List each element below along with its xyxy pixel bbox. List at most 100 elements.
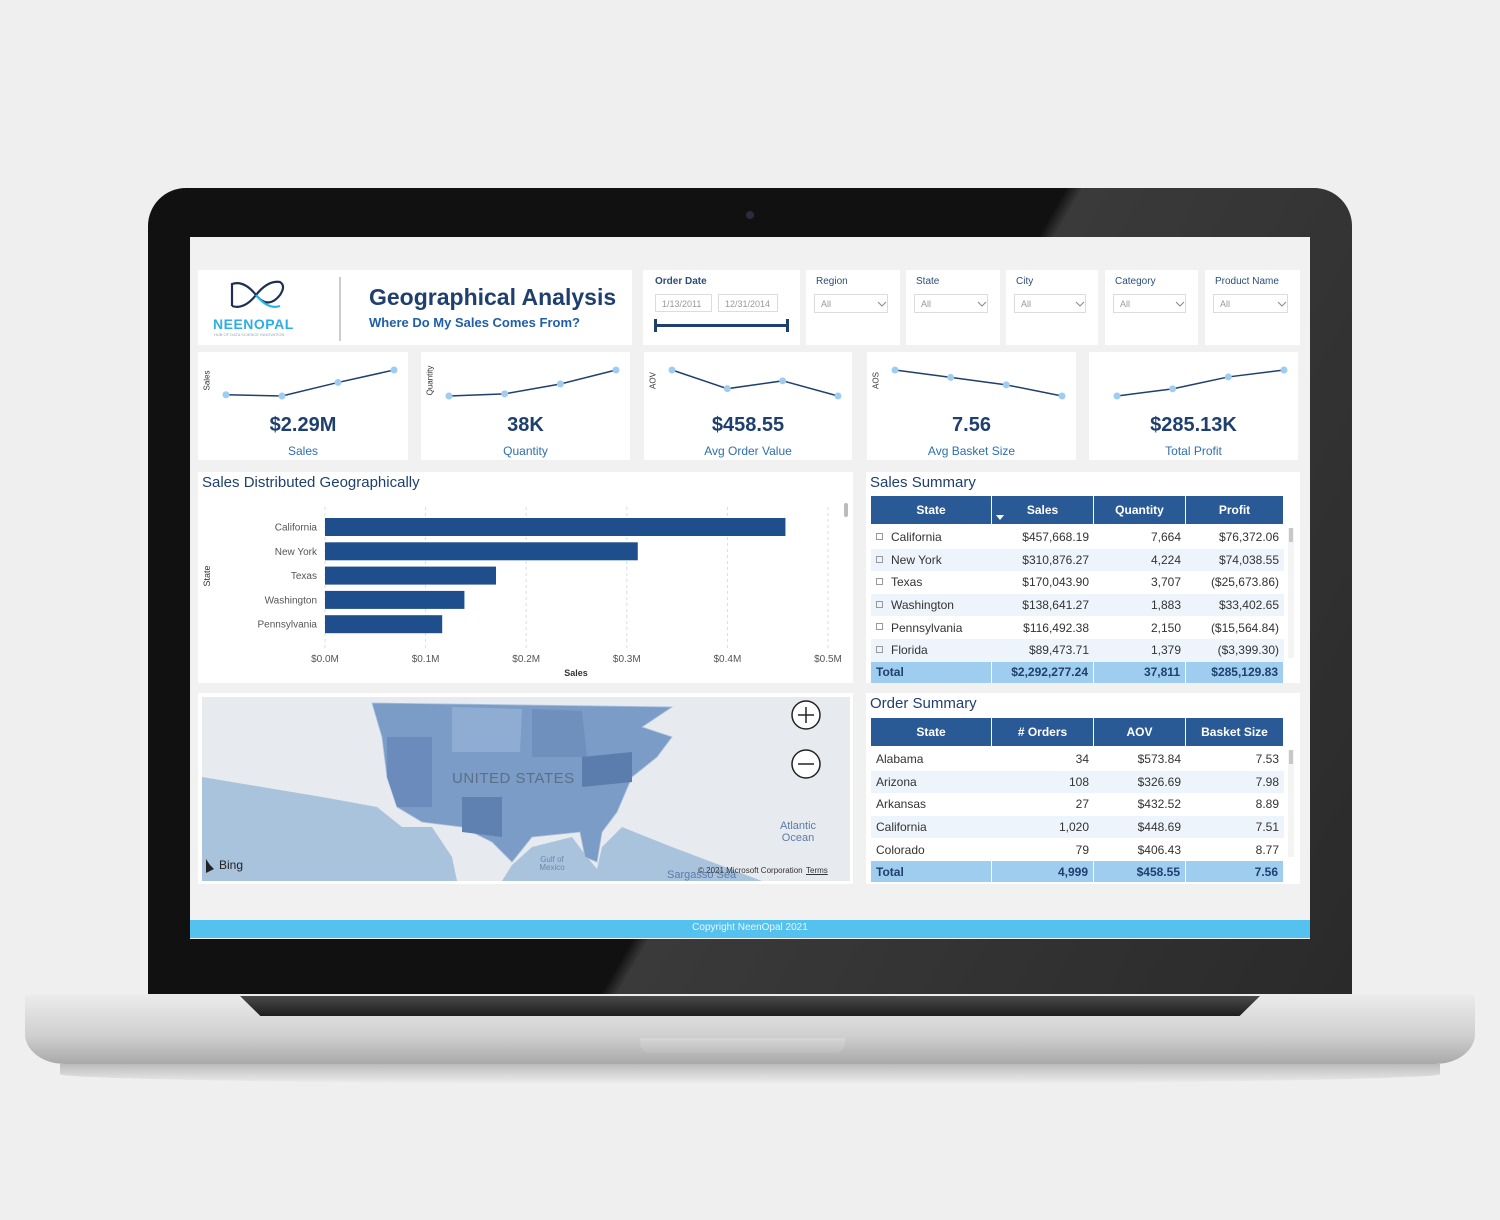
dropdown[interactable]: All <box>1014 294 1086 313</box>
column-header[interactable]: Quantity <box>1094 496 1186 524</box>
column-header[interactable]: # Orders <box>992 718 1094 746</box>
table-cell: $457,668.19 <box>992 526 1094 549</box>
chevron-path <box>1277 301 1287 307</box>
bar <box>325 615 443 634</box>
sparkline-line <box>1116 369 1285 397</box>
dashboard-title: Geographical Analysis <box>369 284 617 310</box>
table-cell: 7,664 <box>1094 526 1186 549</box>
scrollbar-track <box>1288 528 1294 658</box>
state-region[interactable] <box>387 737 432 807</box>
map[interactable] <box>202 697 850 881</box>
sparkline-point <box>1058 392 1066 400</box>
kpi-card: Sales $2.29M Sales <box>198 352 408 460</box>
sparkline-point <box>1113 392 1121 400</box>
column-header[interactable]: State <box>871 718 992 746</box>
x-tick-label: $0.2M <box>512 654 540 665</box>
total-cell: Total <box>871 661 992 683</box>
sort-indicator <box>996 515 1004 520</box>
sparkline-point <box>1169 385 1177 393</box>
expand-icon[interactable] <box>876 623 883 631</box>
y-tick-label: Texas <box>291 571 317 582</box>
table-cell: $406.43 <box>1094 838 1186 861</box>
kpi-card: $285.13K Total Profit <box>1089 352 1298 460</box>
zoom-out[interactable] <box>791 749 821 779</box>
sparkline <box>1113 366 1288 400</box>
expand-icon[interactable] <box>876 578 883 586</box>
column-header[interactable]: Basket Size <box>1186 718 1284 746</box>
chevron <box>877 301 887 307</box>
total-cell: 4,999 <box>992 861 1094 882</box>
divider <box>339 277 341 341</box>
scrollbar-thumb[interactable] <box>1289 750 1293 764</box>
table-cell: California <box>871 815 992 839</box>
chevron-path <box>977 301 987 307</box>
expand-icon[interactable] <box>876 555 883 563</box>
range-handle[interactable] <box>786 319 789 332</box>
column-header[interactable]: State <box>871 496 992 524</box>
table-title: Sales Summary <box>870 474 976 491</box>
table-cell: $138,641.27 <box>992 593 1094 617</box>
chevron <box>1277 301 1287 307</box>
chevron <box>1175 301 1185 307</box>
dropdown[interactable]: All <box>1113 294 1186 313</box>
us-states[interactable] <box>371 702 674 863</box>
slicer-label: City <box>1016 276 1034 287</box>
dropdown[interactable]: All <box>914 294 988 313</box>
table-cell: 27 <box>992 793 1094 816</box>
state-region[interactable] <box>582 752 632 787</box>
sparkline <box>445 366 620 400</box>
column-header[interactable]: AOV <box>1094 718 1186 746</box>
table-cell: Colorado <box>871 838 992 861</box>
range-handle[interactable] <box>654 319 657 332</box>
table-cell: 8.89 <box>1186 793 1284 816</box>
table-cell: $76,372.06 <box>1186 526 1284 549</box>
kpi-label: Sales <box>287 444 319 458</box>
state-region[interactable] <box>532 709 587 757</box>
sparkline-point <box>947 373 955 381</box>
expand-icon[interactable] <box>876 600 883 608</box>
table-cell: $432.52 <box>1094 793 1186 816</box>
table-cell: 108 <box>992 770 1094 794</box>
kpi-value: 7.56 <box>952 414 991 436</box>
base-shadow <box>60 1064 1440 1084</box>
sparkline-point <box>779 377 787 385</box>
table-cell: $448.69 <box>1094 815 1186 839</box>
state-region[interactable] <box>452 707 522 752</box>
column-header[interactable]: Profit <box>1186 496 1284 524</box>
scrollbar <box>844 503 848 517</box>
bing-logo <box>206 859 214 873</box>
table-cell: 1,883 <box>1094 593 1186 617</box>
zoom-in[interactable] <box>791 700 821 730</box>
date-range-bar <box>656 324 788 327</box>
state-region[interactable] <box>462 797 502 837</box>
x-axis-title: Sales <box>564 668 588 678</box>
chevron-path <box>1175 301 1185 307</box>
map-terms[interactable]: Terms <box>806 866 828 875</box>
dropdown[interactable]: All <box>1213 294 1288 313</box>
date-slicer[interactable]: Order Date 1/13/2011 12/31/2014 <box>643 270 800 345</box>
expand-icon[interactable] <box>876 646 883 653</box>
table-cell: 1,379 <box>1094 639 1186 662</box>
column-header[interactable]: Sales <box>992 496 1094 524</box>
kpi-value: $285.13K <box>1150 414 1237 436</box>
sparkline <box>668 366 842 400</box>
total-cell: $458.55 <box>1094 861 1186 882</box>
scrollbar-thumb[interactable] <box>1289 528 1293 542</box>
table-cell: $74,038.55 <box>1186 548 1284 572</box>
total-cell: $2,292,277.24 <box>992 661 1094 683</box>
sparkline-line <box>894 369 1063 397</box>
sparkline-point <box>723 385 731 393</box>
expand-icon[interactable] <box>876 533 883 540</box>
date-start[interactable]: 1/13/2011 <box>655 294 712 312</box>
sparkline-point <box>445 392 453 400</box>
dashboard-subtitle: Where Do My Sales Comes From? <box>369 315 580 330</box>
sparkline-point <box>1280 366 1288 374</box>
map-label: Atlantic Ocean <box>779 820 817 844</box>
date-end[interactable]: 12/31/2014 <box>718 294 778 312</box>
sort-arrow <box>996 515 1004 520</box>
chart-title: Sales Distributed Geographically <box>202 474 420 491</box>
sparkline-point <box>612 366 620 374</box>
dropdown[interactable]: All <box>814 294 888 313</box>
table-cell: 34 <box>992 748 1094 771</box>
total-cell: 37,811 <box>1094 661 1186 683</box>
